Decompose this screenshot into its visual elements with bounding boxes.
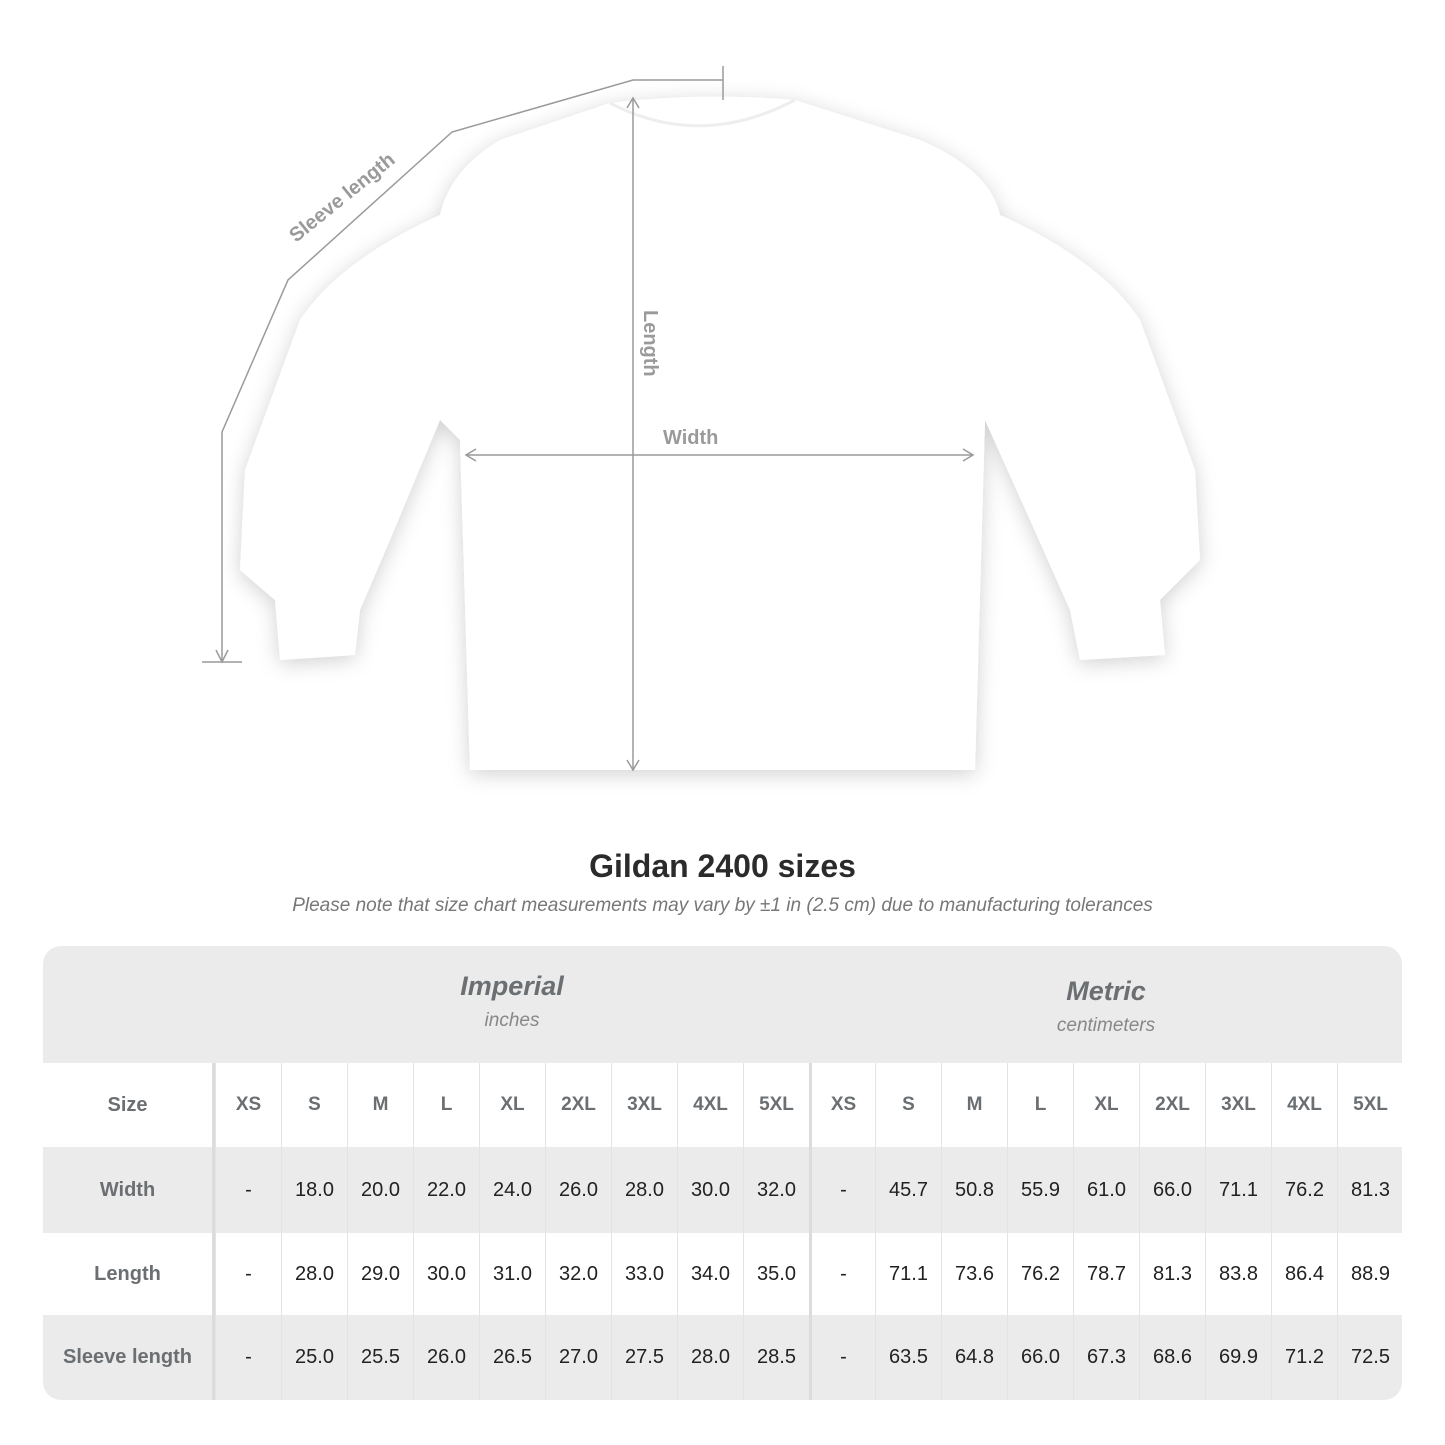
imperial-title: Imperial: [460, 971, 564, 1001]
metric-value-cell: 81.3: [1139, 1233, 1205, 1315]
imperial-value-cell: 29.0: [347, 1233, 413, 1315]
metric-size-header: M: [941, 1063, 1007, 1147]
imperial-value-cell: 34.0: [677, 1233, 743, 1315]
metric-value-cell: 71.1: [875, 1233, 941, 1315]
width-measure: [464, 448, 975, 462]
metric-value-cell: 63.5: [875, 1315, 941, 1400]
imperial-value-cell: 32.0: [545, 1233, 611, 1315]
imperial-size-header: S: [281, 1063, 347, 1147]
size-label: Size: [43, 1063, 215, 1147]
row-label: Sleeve length: [43, 1315, 215, 1400]
metric-value-cell: 61.0: [1073, 1147, 1139, 1233]
metric-value-cell: 71.1: [1205, 1147, 1271, 1233]
imperial-value-cell: 31.0: [479, 1233, 545, 1315]
sleeve-length-measure: [202, 66, 724, 664]
row-label: Width: [43, 1147, 215, 1233]
metric-value-cell: 76.2: [1271, 1147, 1337, 1233]
metric-size-header: XL: [1073, 1063, 1139, 1147]
metric-value-cell: 66.0: [1007, 1315, 1073, 1400]
metric-value-cell: 50.8: [941, 1147, 1007, 1233]
metric-value-cell: 45.7: [875, 1147, 941, 1233]
metric-value-cell: 68.6: [1139, 1315, 1205, 1400]
metric-value-cell: 73.6: [941, 1233, 1007, 1315]
imperial-value-cell: 30.0: [677, 1147, 743, 1233]
shirt-diagram: Sleeve length Length Width: [202, 66, 1200, 772]
imperial-value-cell: 22.0: [413, 1147, 479, 1233]
shirt-shape: [240, 96, 1200, 770]
metric-size-header: XS: [809, 1063, 875, 1147]
imperial-value-cell: 18.0: [281, 1147, 347, 1233]
metric-value-cell: 81.3: [1337, 1147, 1402, 1233]
imperial-value-cell: 32.0: [743, 1147, 809, 1233]
imperial-value-cell: -: [215, 1233, 281, 1315]
metric-value-cell: -: [809, 1233, 875, 1315]
imperial-value-cell: 33.0: [611, 1233, 677, 1315]
metric-size-header: 5XL: [1337, 1063, 1402, 1147]
page-title: Gildan 2400 sizes: [589, 848, 856, 884]
imperial-header: Imperial inches: [215, 946, 809, 1063]
metric-value-cell: -: [809, 1147, 875, 1233]
metric-value-cell: 71.2: [1271, 1315, 1337, 1400]
imperial-size-header: 5XL: [743, 1063, 809, 1147]
metric-value-cell: 76.2: [1007, 1233, 1073, 1315]
imperial-value-cell: 25.0: [281, 1315, 347, 1400]
imperial-value-cell: 20.0: [347, 1147, 413, 1233]
metric-value-cell: 66.0: [1139, 1147, 1205, 1233]
imperial-value-cell: 26.0: [545, 1147, 611, 1233]
metric-size-header: S: [875, 1063, 941, 1147]
imperial-size-header: 3XL: [611, 1063, 677, 1147]
unit-header-band: [43, 946, 1402, 1063]
imperial-value-cell: 26.5: [479, 1315, 545, 1400]
length-label: Length: [639, 310, 661, 377]
imperial-unit: inches: [484, 1010, 540, 1031]
imperial-size-header: M: [347, 1063, 413, 1147]
metric-value-cell: 64.8: [941, 1315, 1007, 1400]
imperial-value-cell: -: [215, 1315, 281, 1400]
imperial-value-cell: 26.0: [413, 1315, 479, 1400]
metric-value-cell: 83.8: [1205, 1233, 1271, 1315]
imperial-value-cell: -: [215, 1147, 281, 1233]
width-label: Width: [663, 427, 718, 449]
imperial-value-cell: 28.0: [281, 1233, 347, 1315]
imperial-size-header: L: [413, 1063, 479, 1147]
length-measure: [626, 96, 640, 772]
metric-unit: centimeters: [1056, 1015, 1156, 1036]
tolerance-note: Please note that size chart measurements…: [292, 895, 1153, 916]
imperial-value-cell: 25.5: [347, 1315, 413, 1400]
metric-size-header: 4XL: [1271, 1063, 1337, 1147]
imperial-size-header: XS: [215, 1063, 281, 1147]
metric-value-cell: 69.9: [1205, 1315, 1271, 1400]
metric-size-header: 3XL: [1205, 1063, 1271, 1147]
imperial-value-cell: 30.0: [413, 1233, 479, 1315]
metric-header: Metric centimeters: [809, 946, 1402, 1063]
metric-value-cell: 86.4: [1271, 1233, 1337, 1315]
imperial-size-header: 4XL: [677, 1063, 743, 1147]
metric-value-cell: -: [809, 1315, 875, 1400]
imperial-size-header: XL: [479, 1063, 545, 1147]
metric-title: Metric: [1066, 976, 1146, 1006]
imperial-value-cell: 24.0: [479, 1147, 545, 1233]
metric-size-header: L: [1007, 1063, 1073, 1147]
metric-value-cell: 67.3: [1073, 1315, 1139, 1400]
imperial-value-cell: 28.5: [743, 1315, 809, 1400]
size-table: Imperial inches Metric centimeters Size X…: [43, 946, 1402, 1400]
sleeve-length-label: Sleeve length: [285, 149, 399, 247]
metric-value-cell: 88.9: [1337, 1233, 1402, 1315]
metric-value-cell: 78.7: [1073, 1233, 1139, 1315]
imperial-value-cell: 27.0: [545, 1315, 611, 1400]
imperial-value-cell: 28.0: [611, 1147, 677, 1233]
size-grid: Size XS S M L XL 2XL 3XL 4XL 5XL XS S M L XL 2XL 3XL 4XL 5…: [43, 1063, 1402, 1400]
metric-value-cell: 72.5: [1337, 1315, 1402, 1400]
metric-size-header: 2XL: [1139, 1063, 1205, 1147]
row-label: Length: [43, 1233, 215, 1315]
imperial-value-cell: 35.0: [743, 1233, 809, 1315]
imperial-size-header: 2XL: [545, 1063, 611, 1147]
imperial-value-cell: 27.5: [611, 1315, 677, 1400]
metric-value-cell: 55.9: [1007, 1147, 1073, 1233]
imperial-value-cell: 28.0: [677, 1315, 743, 1400]
